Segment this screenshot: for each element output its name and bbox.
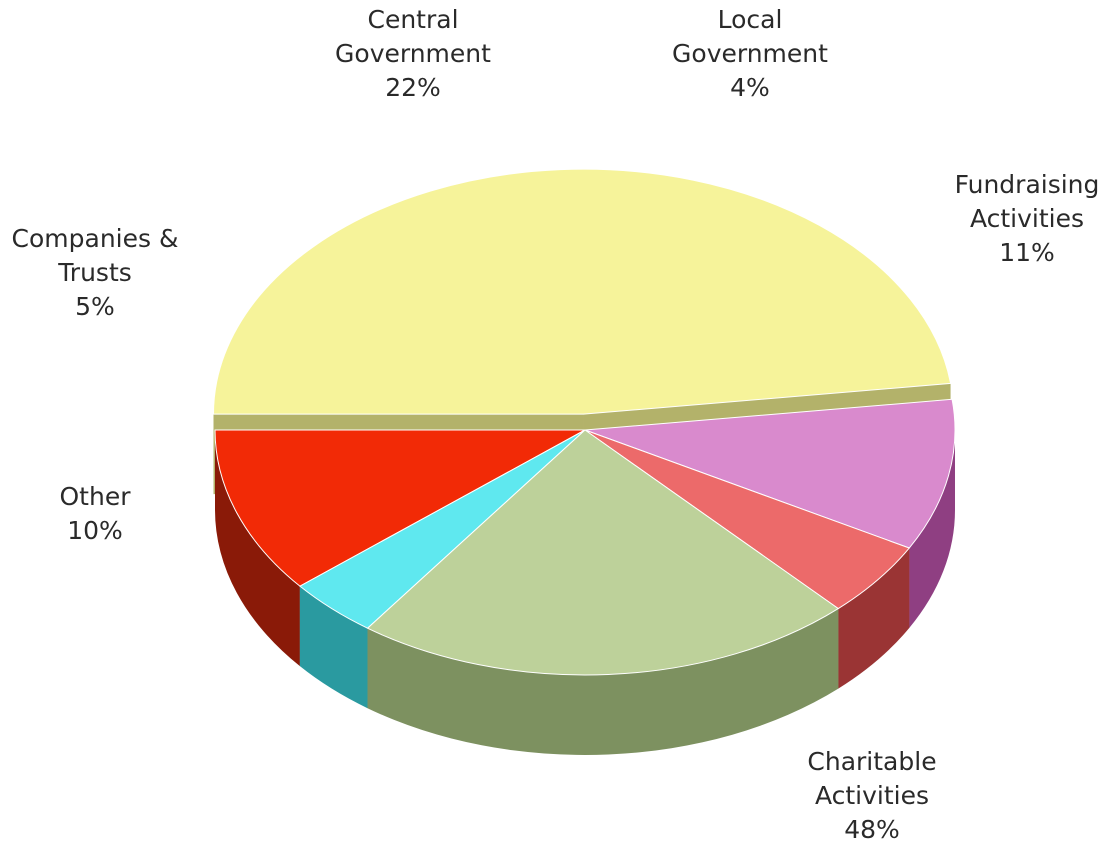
pie-slice-side <box>838 548 910 689</box>
pie-label-value: 5% <box>75 292 115 321</box>
pie-label-charitable-activities: Charitable Activities 48% <box>807 747 936 844</box>
pie-slice-side <box>909 430 955 629</box>
pie-label-line: Central <box>367 5 458 34</box>
pie-label-line: Activities <box>970 204 1084 233</box>
pie-slice-top <box>584 398 956 549</box>
pie-label-local-government: Local Government 4% <box>672 5 828 102</box>
pie-label-fundraising-activities: Fundraising Activities 11% <box>955 170 1100 267</box>
pie-label-line: Charitable <box>807 747 936 776</box>
pie-slice-top <box>366 429 840 676</box>
pie-label-line: Government <box>672 39 828 68</box>
pie-label-line: Local <box>718 5 783 34</box>
pie-label-value: 10% <box>67 516 123 545</box>
pie-label-companies-and-trusts: Companies & Trusts 5% <box>12 224 179 321</box>
pie-slice-side <box>367 608 839 755</box>
pie-label-line: Companies & <box>12 224 179 253</box>
pie-label-line: Government <box>335 39 491 68</box>
pie-label-line: Trusts <box>57 258 132 287</box>
pie-label-value: 4% <box>730 73 770 102</box>
pie-slice-top <box>214 429 586 587</box>
pie-slice-side <box>215 430 300 667</box>
pie-label-other: Other 10% <box>60 482 132 545</box>
pie-slice-central-government <box>366 429 840 755</box>
pie-label-value: 22% <box>385 73 441 102</box>
pie-label-value: 11% <box>999 238 1055 267</box>
pie-slice-top <box>212 168 952 415</box>
pie-slice-side <box>299 586 368 709</box>
pie-labels: Charitable Activities 48% Other 10% Companies… <box>12 5 1100 844</box>
pie-label-central-government: Central Government 22% <box>335 5 491 102</box>
pie-label-line: Activities <box>815 781 929 810</box>
pie-label-value: 48% <box>844 815 900 844</box>
pie-slices <box>212 168 956 755</box>
pie-label-line: Fundraising <box>955 170 1100 199</box>
pie-label-line: Other <box>60 482 132 511</box>
